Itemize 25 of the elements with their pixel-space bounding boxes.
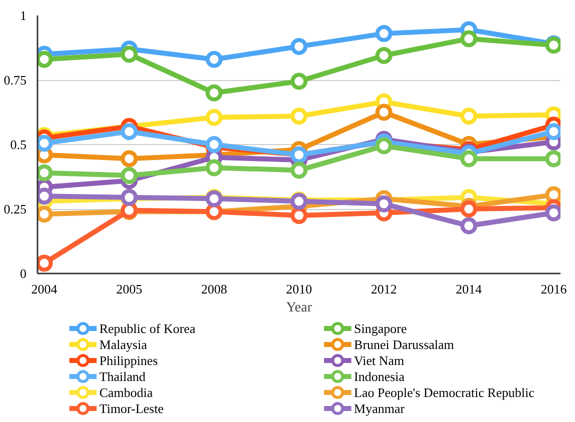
y-tick-label: 0.5 xyxy=(10,137,26,152)
legend-label: Lao People's Democratic Republic xyxy=(354,385,535,400)
x-tick-label: 2010 xyxy=(286,282,312,296)
y-tick-label: 0.75 xyxy=(4,72,26,88)
x-tick-label: 2004 xyxy=(31,282,58,296)
legend-label: Singapore xyxy=(354,321,407,336)
x-tick-label: 2016 xyxy=(540,282,568,296)
x-tick-label: 2012 xyxy=(370,282,397,296)
legend-label: Cambodia xyxy=(99,385,154,400)
x-tick-label: 2008 xyxy=(201,282,228,296)
legend-label: Republic of Korea xyxy=(99,321,196,336)
legend-label: Indonesia xyxy=(354,369,405,384)
legend-label: Timor-Leste xyxy=(99,401,164,416)
legend-label: Brunei Darussalam xyxy=(354,337,454,352)
legend-label: Viet Nam xyxy=(354,353,404,368)
x-axis-title: Year xyxy=(286,300,312,316)
legend-label: Thailand xyxy=(99,369,146,384)
legend-label: Malaysia xyxy=(99,337,148,352)
legend-label: Myanmar xyxy=(354,401,406,416)
legend-label: Philippines xyxy=(99,353,158,368)
y-tick-label: 1 xyxy=(20,8,26,23)
x-tick-label: 2005 xyxy=(116,282,142,296)
x-tick-label: 2014 xyxy=(456,282,482,296)
y-tick-label: 0.25 xyxy=(4,202,26,216)
y-tick-label: 0 xyxy=(20,266,26,281)
